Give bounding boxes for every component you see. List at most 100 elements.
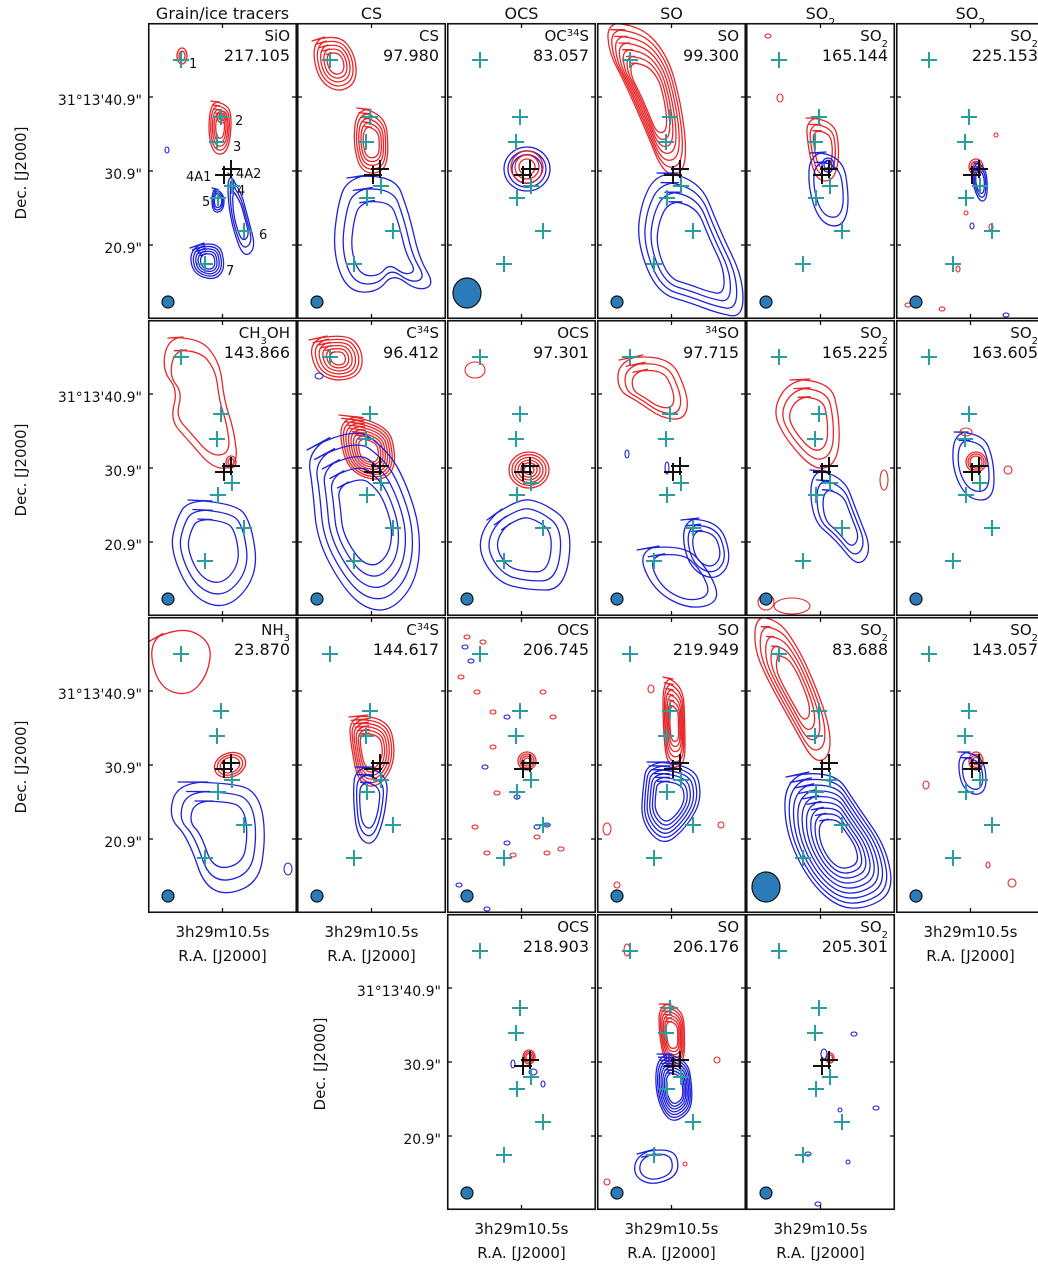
dec-tick-label: 30.9" <box>403 1058 441 1074</box>
source-marker <box>945 850 961 866</box>
panel-molecule-label: SO2 <box>1010 324 1038 347</box>
source-marker <box>224 475 240 491</box>
source-label: 3 <box>233 140 241 155</box>
beam-ellipse <box>310 889 324 903</box>
source-marker <box>385 817 401 833</box>
source-label: 4 <box>237 184 245 199</box>
source-marker <box>496 553 512 569</box>
dec-tick-label: 31°13'40.9" <box>58 687 142 703</box>
source-marker <box>662 703 678 719</box>
protostar-marker <box>521 1051 539 1069</box>
source-marker <box>807 728 823 744</box>
panel-frequency-label: 83.688 <box>832 640 888 659</box>
source-marker <box>512 109 528 125</box>
source-marker <box>808 1081 824 1097</box>
panel-molecule-label: SO2 <box>860 918 888 941</box>
panel-molecule-label: SO <box>718 621 739 639</box>
ra-tick-label: 3h29m10.5s <box>176 923 270 941</box>
source-marker <box>385 520 401 536</box>
source-marker <box>213 109 229 125</box>
source-marker <box>236 223 252 239</box>
panel-frequency-label: 143.057 <box>972 640 1038 659</box>
source-marker <box>795 1147 811 1163</box>
source-marker <box>358 134 374 150</box>
panel-molecule-label: SO2 <box>860 27 888 50</box>
source-marker <box>961 109 977 125</box>
beam-ellipse <box>759 592 773 606</box>
protostar-marker <box>671 754 689 772</box>
source-marker <box>685 520 701 536</box>
protostar-marker <box>820 1051 838 1069</box>
source-label: 6 <box>259 228 267 243</box>
ra-axis-label: R.A. [J2000] <box>627 1244 716 1262</box>
panel-molecule-label: SO2 <box>860 324 888 347</box>
source-marker <box>346 850 362 866</box>
source-marker <box>210 487 226 503</box>
panel-molecule-label: C34S <box>406 324 439 342</box>
source-marker <box>509 190 525 206</box>
source-marker <box>822 178 838 194</box>
protostar-marker <box>222 754 240 772</box>
ra-tick-label: 3h29m10.5s <box>625 1220 719 1238</box>
source-marker <box>945 553 961 569</box>
panel-molecule-label: OCS <box>557 621 589 639</box>
panel-frequency-label: 206.745 <box>523 640 589 659</box>
ra-axis-label: R.A. [J2000] <box>477 1244 566 1262</box>
source-label: 4A2 <box>236 167 261 182</box>
source-marker <box>822 1069 838 1085</box>
panel-molecule-label: OCS <box>557 324 589 342</box>
source-label: 4A1 <box>186 170 211 185</box>
source-label: 1 <box>189 57 197 72</box>
source-marker <box>685 1114 701 1130</box>
source-marker <box>921 52 937 68</box>
dec-axis-label: Dec. [J2000] <box>12 721 30 814</box>
source-marker <box>373 178 389 194</box>
column-header: SO2 <box>956 4 986 29</box>
beam-ellipse <box>759 295 773 309</box>
panel-frequency-label: 97.715 <box>683 343 739 362</box>
source-marker <box>957 728 973 744</box>
panel-frequency-label: 217.105 <box>224 46 290 65</box>
panel-frequency-label: 205.301 <box>822 937 888 956</box>
dec-tick-label: 20.9" <box>104 538 142 554</box>
source-marker <box>523 1069 539 1085</box>
source-marker <box>472 943 488 959</box>
panel-frequency-label: 83.057 <box>533 46 589 65</box>
protostar-marker <box>371 457 389 475</box>
source-marker <box>811 406 827 422</box>
source-marker <box>921 646 937 662</box>
ra-tick-label: 3h29m10.5s <box>924 923 1018 941</box>
beam-ellipse <box>751 871 781 903</box>
source-marker <box>795 553 811 569</box>
column-header: CS <box>361 4 382 23</box>
source-marker <box>346 553 362 569</box>
ra-tick-label: 3h29m10.5s <box>475 1220 569 1238</box>
source-marker <box>373 475 389 491</box>
beam-ellipse <box>161 592 175 606</box>
source-marker <box>213 406 229 422</box>
source-marker <box>807 431 823 447</box>
source-marker <box>662 406 678 422</box>
source-marker <box>322 52 338 68</box>
panel-molecule-label: SO <box>718 918 739 936</box>
dec-tick-label: 20.9" <box>403 1132 441 1148</box>
panel-frequency-label: 99.300 <box>683 46 739 65</box>
column-header: Grain/ice tracers <box>156 4 289 23</box>
source-marker <box>646 256 662 272</box>
source-marker <box>209 728 225 744</box>
source-marker <box>535 520 551 536</box>
panel-molecule-label: SO2 <box>1010 27 1038 50</box>
beam-ellipse <box>161 295 175 309</box>
panel-frequency-label: 97.980 <box>383 46 439 65</box>
source-marker <box>224 772 240 788</box>
